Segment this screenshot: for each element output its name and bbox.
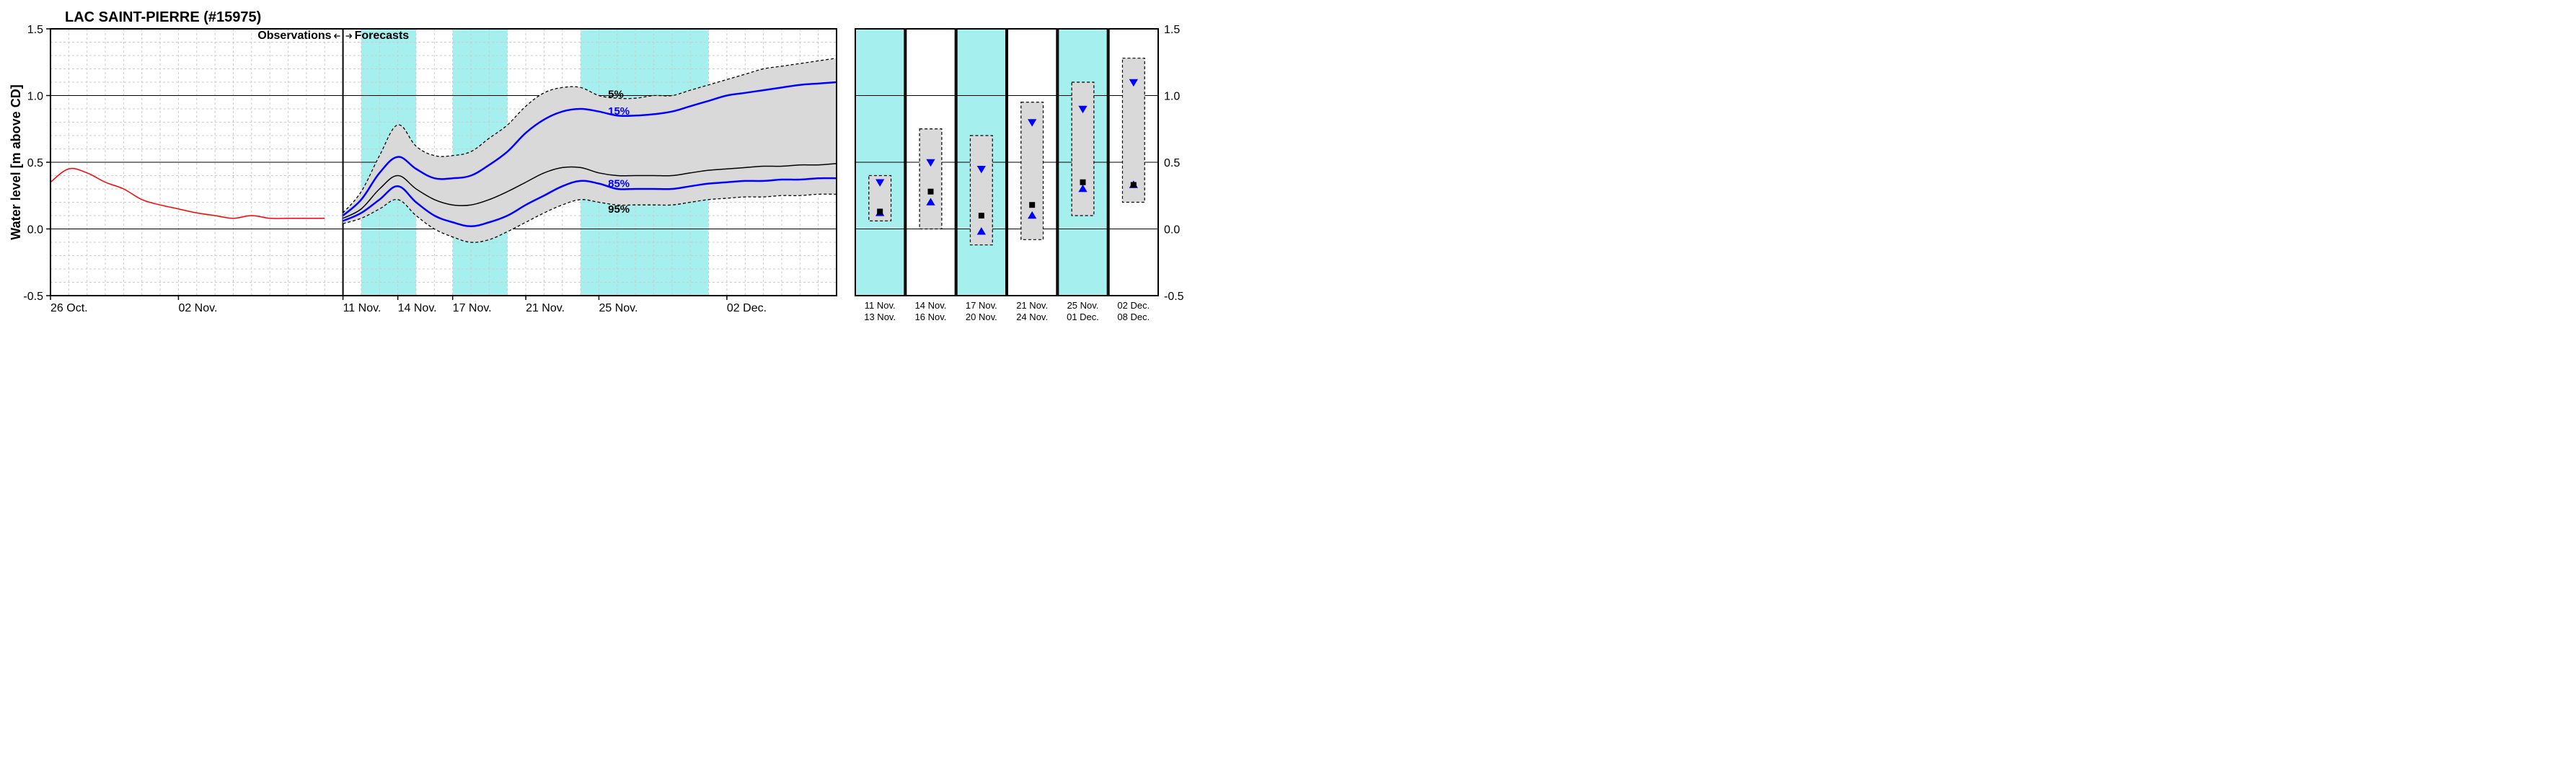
svg-text:14 Nov.: 14 Nov. [398, 302, 437, 314]
svg-text:08 Dec.: 08 Dec. [1117, 311, 1150, 322]
svg-text:17 Nov.: 17 Nov. [453, 302, 492, 314]
svg-text:15%: 15% [608, 105, 630, 118]
svg-text:0.0: 0.0 [1164, 224, 1180, 237]
svg-text:-0.5: -0.5 [23, 291, 43, 303]
svg-text:Observations: Observations [257, 30, 331, 42]
svg-text:0.0: 0.0 [27, 224, 43, 237]
svg-text:17 Nov.: 17 Nov. [966, 300, 997, 311]
svg-text:13 Nov.: 13 Nov. [864, 311, 896, 322]
svg-text:11 Nov.: 11 Nov. [865, 300, 896, 311]
svg-text:1.0: 1.0 [1164, 91, 1180, 103]
svg-text:0.5: 0.5 [27, 157, 43, 169]
svg-text:02 Dec.: 02 Dec. [1117, 300, 1150, 311]
svg-text:1.5: 1.5 [27, 24, 43, 36]
svg-text:20 Nov.: 20 Nov. [966, 311, 997, 322]
svg-text:26 Oct.: 26 Oct. [50, 302, 88, 314]
main-chart: 5% 15% 85% 95% -0.5 0.0 0.5 1.0 1.5 26 Oct. 02 Nov… [7, 7, 844, 346]
slot-panel: 11 Nov.13 Nov. 14 Nov.16 Nov. 17 Nov.20 No… [852, 7, 1184, 358]
svg-text:5%: 5% [608, 89, 624, 101]
svg-text:16 Nov.: 16 Nov. [915, 311, 947, 322]
chart-wrap: 5% 15% 85% 95% -0.5 0.0 0.5 1.0 1.5 26 Oct. 02 Nov… [7, 7, 2569, 358]
svg-text:02 Nov.: 02 Nov. [178, 302, 217, 314]
svg-text:25 Nov.: 25 Nov. [1067, 300, 1099, 311]
svg-text:25 Nov.: 25 Nov. [599, 302, 638, 314]
svg-text:02 Dec.: 02 Dec. [727, 302, 767, 314]
svg-text:0.5: 0.5 [1164, 157, 1180, 169]
svg-text:11 Nov.: 11 Nov. [343, 302, 381, 314]
svg-text:01 Dec.: 01 Dec. [1067, 311, 1099, 322]
svg-text:14 Nov.: 14 Nov. [915, 300, 947, 311]
svg-text:95%: 95% [608, 203, 630, 216]
svg-text:21 Nov.: 21 Nov. [526, 302, 565, 314]
svg-text:24 Nov.: 24 Nov. [1016, 311, 1048, 322]
svg-text:Forecasts: Forecasts [355, 30, 410, 42]
chart-title: LAC SAINT-PIERRE (#15975) [65, 9, 261, 25]
svg-text:85%: 85% [608, 178, 630, 190]
y-axis-label: Water level [m above CD] [9, 84, 23, 239]
svg-text:21 Nov.: 21 Nov. [1016, 300, 1048, 311]
svg-text:-0.5: -0.5 [1164, 291, 1184, 303]
svg-text:1.5: 1.5 [1164, 24, 1180, 36]
svg-text:1.0: 1.0 [27, 91, 43, 103]
